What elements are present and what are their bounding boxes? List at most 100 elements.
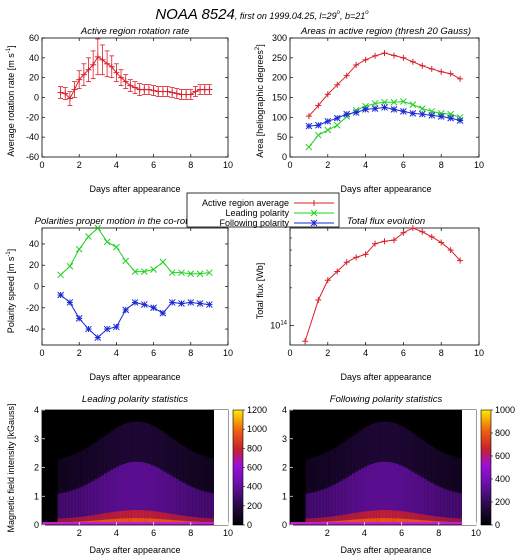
leading_stats-column-high bbox=[166, 513, 170, 525]
following_stats-column-peak bbox=[376, 518, 381, 525]
following_stats-column-peak bbox=[367, 518, 372, 525]
leading_stats-column-high bbox=[153, 511, 158, 525]
motion-point bbox=[168, 269, 176, 277]
leading_stats-column-mid bbox=[150, 465, 155, 525]
legend-entry: Following polarity bbox=[219, 218, 334, 228]
motion-xlabel: Days after appearance bbox=[89, 372, 180, 382]
motion-point bbox=[75, 245, 83, 253]
following-stats-xlabel: Days after appearance bbox=[340, 545, 431, 555]
following_stats-column-mid bbox=[435, 485, 440, 525]
following_stats-colorbar-label: 800 bbox=[495, 428, 510, 438]
following_stats-column-mid bbox=[342, 479, 347, 525]
leading_stats-ytick-label: 2 bbox=[34, 463, 39, 473]
leading_stats-column-peak bbox=[147, 518, 152, 525]
areas-point bbox=[362, 102, 369, 110]
leading_stats-column-high bbox=[181, 515, 186, 525]
rotation-ytick-label: 40 bbox=[29, 53, 39, 63]
leading_stats-column-mid bbox=[209, 493, 214, 525]
leading_stats-column-mid bbox=[203, 491, 207, 525]
leading_stats-xtick-label: 10 bbox=[223, 528, 233, 538]
leading_stats-xtick-label: 4 bbox=[114, 528, 119, 538]
leading_stats-column-mid bbox=[162, 471, 167, 525]
following_stats-column-high bbox=[348, 513, 353, 525]
leading_stats-column-mid bbox=[156, 468, 161, 525]
areas-point bbox=[381, 104, 388, 111]
following_stats-column-mid bbox=[407, 469, 412, 525]
following_stats-column-peak bbox=[370, 518, 375, 525]
flux-xtick-label: 8 bbox=[439, 348, 444, 358]
leading_stats-column-mid bbox=[197, 489, 201, 525]
leading-stats-ylabel: Magnetic field intensity [kGauss] bbox=[6, 403, 16, 532]
motion-point bbox=[150, 304, 157, 312]
motion-xtick-label: 4 bbox=[114, 348, 119, 358]
areas-point bbox=[456, 113, 464, 121]
leading_stats-ytick-label: 4 bbox=[34, 405, 39, 415]
motion-point bbox=[66, 299, 74, 306]
following_stats-column-peak bbox=[398, 518, 403, 525]
following_stats-column-high bbox=[370, 510, 375, 525]
following_stats-column-peak bbox=[383, 518, 387, 525]
following_stats-column-mid bbox=[333, 484, 338, 525]
leading_stats-column-mid bbox=[73, 489, 77, 525]
following_stats-column-high bbox=[441, 517, 446, 525]
motion-point bbox=[150, 266, 157, 273]
motion-point bbox=[168, 299, 176, 306]
leading_stats-column bbox=[73, 453, 77, 525]
following_stats-column bbox=[454, 457, 458, 525]
following_stats-column-mid bbox=[330, 485, 334, 525]
rotation-point bbox=[145, 86, 152, 93]
rotation-ytick-label: -40 bbox=[26, 132, 39, 142]
areas-series-2 bbox=[305, 104, 464, 130]
motion-ytick-label: -40 bbox=[26, 324, 39, 334]
motion-title: Polarities proper motion in the co-rotat… bbox=[35, 216, 236, 227]
motion-ytick-label: 40 bbox=[29, 239, 39, 249]
areas-xtick-label: 0 bbox=[287, 160, 292, 170]
following_stats-column-mid bbox=[361, 468, 365, 525]
leading_stats-column-mid bbox=[85, 484, 90, 525]
motion-point bbox=[94, 224, 102, 232]
motion-point bbox=[196, 270, 204, 278]
leading_stats-column-peak bbox=[119, 518, 124, 525]
following_stats-column-mid bbox=[404, 468, 409, 525]
flux-ytick-label: 1014 bbox=[270, 321, 287, 331]
following_stats-column-high bbox=[457, 518, 462, 525]
leading_stats-column-mid bbox=[57, 493, 62, 525]
flux-point bbox=[315, 296, 322, 303]
following_stats-column-high bbox=[314, 517, 319, 525]
leading_stats-column-high bbox=[113, 511, 117, 525]
areas-point bbox=[418, 110, 426, 118]
areas-point bbox=[447, 114, 455, 122]
areas-point bbox=[447, 70, 454, 77]
motion-ytick-label: 0 bbox=[34, 282, 39, 292]
leading_stats-column-mid bbox=[125, 463, 130, 525]
following_stats-column-mid bbox=[324, 488, 328, 525]
following_stats-column-high bbox=[395, 510, 400, 525]
following_stats-column-mid bbox=[389, 462, 393, 525]
leading_stats-column-mid bbox=[193, 488, 198, 525]
leading_stats-column-high bbox=[94, 514, 99, 525]
leading_stats-column-mid bbox=[138, 461, 142, 525]
leading_stats-column-mid bbox=[97, 477, 102, 525]
areas-point bbox=[400, 54, 407, 61]
following_stats-column-high bbox=[451, 517, 455, 525]
rotation-xtick-label: 4 bbox=[114, 160, 119, 170]
following_stats-column-mid bbox=[414, 473, 418, 525]
leading_stats-column-high bbox=[209, 518, 214, 525]
leading_stats-column-peak bbox=[128, 518, 133, 525]
areas-point bbox=[305, 143, 313, 151]
areas-point bbox=[428, 111, 436, 119]
following_stats-colorbar-label: 0 bbox=[495, 520, 500, 530]
leading_stats-column-mid bbox=[178, 480, 183, 525]
leading_stats-column-high bbox=[150, 510, 155, 525]
leading-stats-title: Leading polarity statistics bbox=[82, 394, 188, 405]
motion-xtick-label: 10 bbox=[223, 348, 233, 358]
leading_stats-column-high bbox=[119, 510, 124, 525]
flux-point bbox=[457, 257, 464, 264]
rotation-point bbox=[127, 82, 134, 89]
leading_stats-column-high bbox=[100, 513, 105, 525]
areas-ytick-label: 150 bbox=[272, 93, 287, 103]
following_stats-column-mid bbox=[401, 466, 406, 525]
leading_stats-column-high bbox=[135, 510, 139, 525]
leading_stats-column-peak bbox=[156, 518, 161, 525]
